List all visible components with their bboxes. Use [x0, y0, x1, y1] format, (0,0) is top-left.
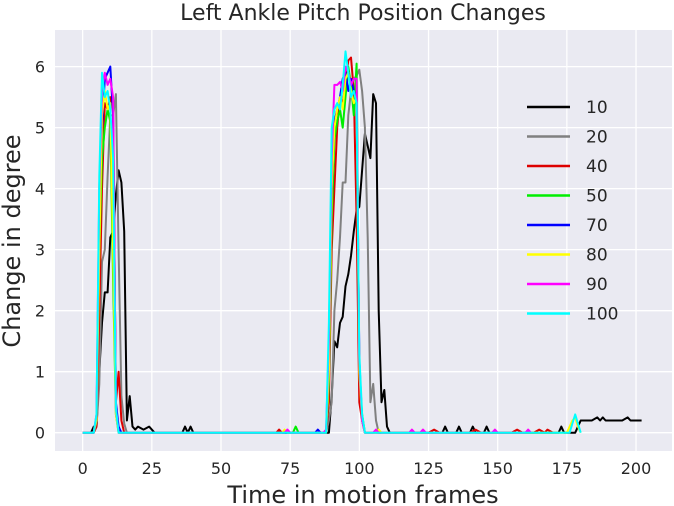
series-lines [82, 50, 642, 434]
y-tick-label: 3 [35, 241, 45, 260]
legend: 10 20 40 50 70 80 90 100 [527, 98, 618, 325]
legend-label-40: 40 [586, 157, 608, 177]
legend-label-70: 70 [586, 216, 608, 236]
x-tick-label: 200 [621, 459, 652, 478]
x-tick-label: 50 [211, 459, 231, 478]
legend-label-100: 100 [586, 305, 618, 325]
x-tick-label: 150 [482, 459, 513, 478]
y-tick-label: 5 [35, 119, 45, 138]
y-gridlines [55, 65, 672, 434]
legend-label-20: 20 [586, 128, 608, 148]
y-tick-label: 0 [35, 424, 45, 443]
legend-label-10: 10 [586, 98, 608, 118]
plot-background [55, 30, 672, 451]
x-tick-label: 25 [142, 459, 162, 478]
legend-label-50: 50 [586, 187, 608, 207]
y-tick-label: 1 [35, 363, 45, 382]
legend-label-80: 80 [586, 246, 608, 266]
series-line-90 [82, 65, 532, 434]
x-tick-label: 75 [280, 459, 300, 478]
y-tick-label: 6 [35, 58, 45, 77]
series-line-20 [82, 68, 415, 434]
x-gridlines [82, 30, 637, 451]
legend-label-90: 90 [586, 275, 608, 295]
x-tick-label: 100 [344, 459, 375, 478]
x-tick-label: 175 [552, 459, 583, 478]
series-line-100 [82, 50, 582, 434]
y-tick-labels: 0 1 2 3 4 5 6 [35, 58, 45, 443]
x-tick-label: 125 [413, 459, 444, 478]
x-axis-label: Time in motion frames [226, 481, 498, 506]
x-tick-labels: 0 25 50 75 100 125 150 175 200 [78, 459, 652, 478]
chart-title: Left Ankle Pitch Position Changes [180, 1, 546, 26]
y-tick-label: 2 [35, 302, 45, 321]
x-tick-label: 0 [78, 459, 88, 478]
series-line-10 [82, 93, 642, 434]
y-axis-label: Change in degree [0, 134, 26, 347]
y-tick-label: 4 [35, 180, 45, 199]
